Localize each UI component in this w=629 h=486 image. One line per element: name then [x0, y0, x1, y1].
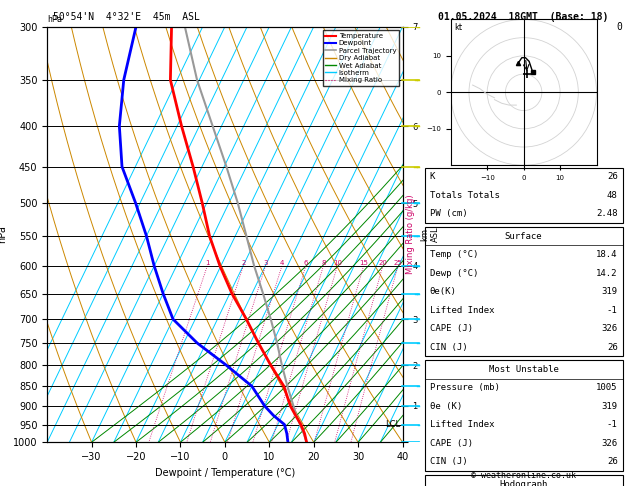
Text: Temp (°C): Temp (°C) — [430, 250, 478, 259]
Text: PW (cm): PW (cm) — [430, 209, 467, 218]
Text: 319: 319 — [601, 287, 618, 296]
Text: 25: 25 — [394, 260, 403, 266]
Text: -1: -1 — [607, 420, 618, 429]
Text: CAPE (J): CAPE (J) — [430, 324, 472, 333]
Text: 326: 326 — [601, 439, 618, 448]
Text: © weatheronline.co.uk: © weatheronline.co.uk — [471, 471, 576, 480]
Text: kt: kt — [454, 23, 462, 32]
Text: 2.48: 2.48 — [596, 209, 618, 218]
Text: -1: -1 — [607, 306, 618, 314]
Text: 18.4: 18.4 — [596, 250, 618, 259]
Text: LCL: LCL — [385, 420, 400, 429]
Text: 15: 15 — [359, 260, 368, 266]
Text: Pressure (mb): Pressure (mb) — [430, 383, 499, 392]
Text: 8: 8 — [321, 260, 326, 266]
Text: 4: 4 — [280, 260, 284, 266]
Text: 6: 6 — [304, 260, 308, 266]
Text: 20: 20 — [378, 260, 387, 266]
Y-axis label: km
ASL: km ASL — [420, 226, 440, 243]
Text: θe (K): θe (K) — [430, 402, 462, 411]
X-axis label: Dewpoint / Temperature (°C): Dewpoint / Temperature (°C) — [155, 468, 295, 478]
Text: Dewp (°C): Dewp (°C) — [430, 269, 478, 278]
Text: Lifted Index: Lifted Index — [430, 306, 494, 314]
Text: CIN (J): CIN (J) — [430, 343, 467, 351]
Text: 26: 26 — [607, 343, 618, 351]
Text: 14.2: 14.2 — [596, 269, 618, 278]
Text: 48: 48 — [607, 191, 618, 200]
Text: CAPE (J): CAPE (J) — [430, 439, 472, 448]
Text: CIN (J): CIN (J) — [430, 457, 467, 466]
Text: 319: 319 — [601, 402, 618, 411]
Text: Mixing Ratio (g/kg): Mixing Ratio (g/kg) — [406, 195, 415, 274]
Text: 26: 26 — [607, 457, 618, 466]
Text: 2: 2 — [241, 260, 245, 266]
Text: Totals Totals: Totals Totals — [430, 191, 499, 200]
Text: 1005: 1005 — [596, 383, 618, 392]
Text: 1: 1 — [205, 260, 209, 266]
Text: θe(K): θe(K) — [430, 287, 457, 296]
Text: Hodograph: Hodograph — [499, 480, 548, 486]
Text: hPa: hPa — [47, 15, 62, 24]
Text: 26: 26 — [607, 173, 618, 181]
Text: 01.05.2024  18GMT  (Base: 18): 01.05.2024 18GMT (Base: 18) — [438, 12, 609, 22]
Text: K: K — [430, 173, 435, 181]
Text: 326: 326 — [601, 324, 618, 333]
Text: Surface: Surface — [505, 232, 542, 241]
Text: 10: 10 — [333, 260, 342, 266]
Legend: Temperature, Dewpoint, Parcel Trajectory, Dry Adiabat, Wet Adiabat, Isotherm, Mi: Temperature, Dewpoint, Parcel Trajectory… — [323, 30, 399, 86]
Text: 50°54'N  4°32'E  45m  ASL: 50°54'N 4°32'E 45m ASL — [53, 12, 201, 22]
Text: Lifted Index: Lifted Index — [430, 420, 494, 429]
Text: 3: 3 — [264, 260, 268, 266]
Text: 0: 0 — [617, 22, 623, 32]
Y-axis label: hPa: hPa — [0, 226, 8, 243]
Text: Most Unstable: Most Unstable — [489, 365, 559, 374]
